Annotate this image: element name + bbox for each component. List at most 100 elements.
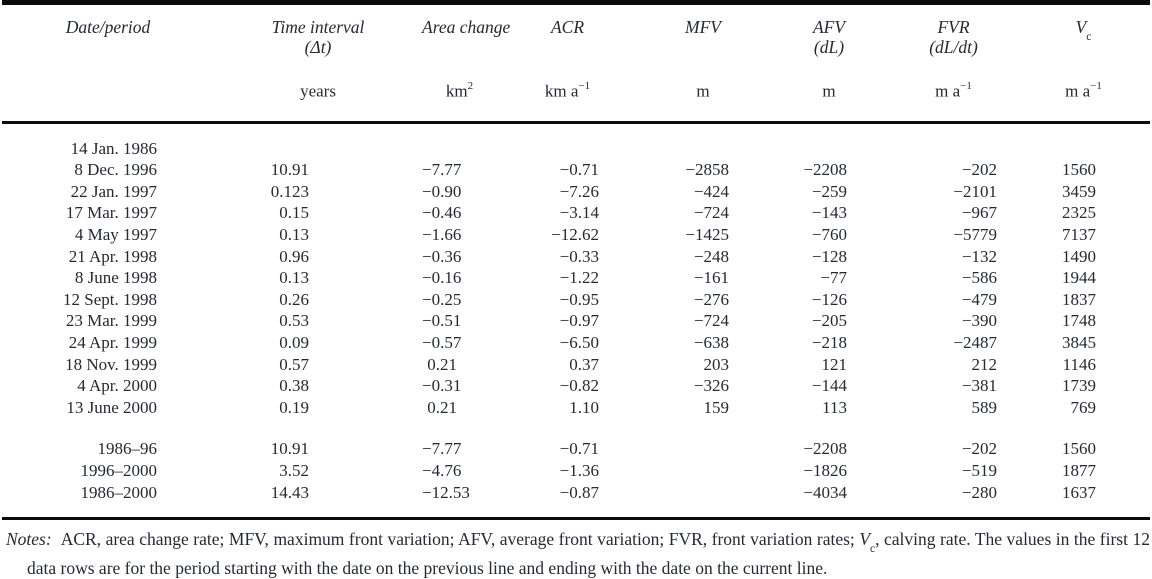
header-row: Date/period Time interval (Δt) Area chan… — [2, 3, 1150, 58]
column-header-area-change: Area change — [422, 3, 510, 58]
table-row: 14 Jan. 1986 — [2, 122, 1150, 159]
cell-acr: −0.82 — [559, 376, 599, 396]
header-label: Date/period — [65, 17, 151, 37]
table-row: 18 Nov. 1999 0.57 0.21 0.37 203 121 212 1146 — [2, 354, 1150, 376]
cell-afv: −1826 — [803, 460, 847, 480]
cell-afv: −2208 — [803, 439, 847, 459]
table-row: 4 Apr. 2000 0.38 −0.31 −0.82 −326 −144 −381 173… — [2, 375, 1150, 397]
unit-acr: km a−1 — [544, 80, 591, 101]
unit-afv: m — [822, 81, 836, 101]
cell-time-interval: 10.91 — [270, 160, 309, 180]
cell-vc: 2325 — [1062, 203, 1096, 223]
cell-area-change: −0.25 — [422, 289, 462, 309]
header-sublabel: (Δt) — [304, 37, 332, 57]
cell-time-interval: 0.19 — [279, 397, 309, 417]
cell-fvr: −479 — [961, 289, 997, 309]
cell-time-interval: 10.91 — [270, 439, 309, 459]
cell-date-period: 17 Mar. 1997 — [65, 203, 157, 223]
table-body: 14 Jan. 1986 8 Dec. 1996 10.91 −7.77 −0.71 −2… — [2, 122, 1150, 519]
cell-mfv: −326 — [693, 376, 729, 396]
cell-afv — [768, 122, 890, 159]
cell-fvr: −390 — [961, 311, 997, 331]
vc-subscript: c — [1086, 30, 1092, 43]
cell-vc: 1837 — [1062, 289, 1096, 309]
column-header-date-period: Date/period — [2, 3, 214, 58]
units-row: years km2 km a−1 m m m a−1 m a−1 — [2, 57, 1150, 122]
cell-area-change — [422, 122, 497, 159]
cell-fvr: −967 — [961, 203, 997, 223]
cell-vc: 1748 — [1062, 311, 1096, 331]
cell-date-period: 24 Apr. 1999 — [68, 333, 157, 352]
cell-mfv: 159 — [703, 397, 730, 417]
cell-date-period: 1986–2000 — [80, 482, 158, 502]
summary-row: 1986–2000 14.43 −12.53 −0.87 −4034 −280 1637 — [2, 482, 1150, 519]
glacier-front-variation-table: Date/period Time interval (Δt) Area chan… — [2, 0, 1150, 520]
cell-vc: 3459 — [1062, 181, 1096, 201]
unit-fvr: m a−1 — [935, 80, 972, 101]
cell-date-period: 4 May 1997 — [74, 225, 157, 245]
cell-acr: −0.33 — [559, 246, 599, 266]
table-row: 13 June 2000 0.19 0.21 1.10 159 113 589 769 — [2, 397, 1150, 419]
notes-vc: Vc — [859, 529, 876, 555]
cell-fvr: −5779 — [953, 225, 997, 245]
cell-fvr: 589 — [971, 397, 998, 417]
cell-date-period: 4 Apr. 2000 — [77, 376, 157, 396]
cell-time-interval: 0.13 — [279, 268, 309, 288]
cell-fvr: −2487 — [953, 333, 997, 352]
cell-area-change: −0.51 — [422, 311, 462, 331]
cell-area-change: 0.21 — [427, 397, 457, 417]
cell-acr: −0.71 — [559, 160, 599, 180]
cell-afv: 121 — [821, 354, 848, 374]
cell-mfv — [638, 482, 768, 519]
cell-date-period: 18 Nov. 1999 — [65, 354, 157, 374]
column-header-vc: Vc — [1017, 3, 1150, 58]
cell-area-change: −0.90 — [422, 181, 462, 201]
cell-time-interval: 0.123 — [270, 181, 309, 201]
unit-date-period — [2, 57, 214, 122]
notes-text-after: , calving rate. The values in the first … — [27, 529, 1150, 578]
header-label: MFV — [685, 17, 721, 37]
cell-vc: 1739 — [1062, 376, 1096, 396]
cell-time-interval: 0.26 — [279, 289, 309, 309]
cell-date-period: 23 Mar. 1999 — [65, 311, 157, 331]
cell-date-period: 21 Apr. 1998 — [68, 246, 157, 266]
notes-text-before: ACR, area change rate; MFV, maximum fron… — [60, 529, 860, 550]
cell-date-period: 8 Dec. 1996 — [74, 160, 157, 180]
cell-fvr: −202 — [961, 160, 997, 180]
cell-vc: 1944 — [1062, 268, 1096, 288]
cell-mfv: −248 — [693, 246, 729, 266]
column-header-mfv: MFV — [638, 3, 768, 58]
cell-time-interval: 3.52 — [279, 460, 309, 480]
table-row: 21 Apr. 1998 0.96 −0.36 −0.33 −248 −128 −132 14… — [2, 246, 1150, 268]
cell-date-period: 1996–2000 — [80, 460, 158, 480]
table-header: Date/period Time interval (Δt) Area chan… — [2, 3, 1150, 123]
cell-vc: 1560 — [1062, 160, 1096, 180]
cell-afv: −205 — [811, 311, 847, 331]
cell-fvr: −381 — [961, 376, 997, 396]
cell-date-period: 13 June 2000 — [66, 397, 157, 417]
cell-fvr: −202 — [961, 439, 997, 459]
cell-vc — [1017, 122, 1150, 159]
vc-symbol: V — [1075, 17, 1087, 37]
unit-time-interval: years — [300, 81, 336, 101]
cell-afv: −760 — [811, 225, 847, 245]
cell-afv: −4034 — [803, 482, 847, 502]
cell-time-interval: 0.38 — [279, 376, 309, 396]
cell-mfv: −276 — [693, 289, 729, 309]
cell-time-interval — [214, 122, 422, 159]
header-sublabel: (dL/dt) — [929, 37, 978, 57]
table-row: 17 Mar. 1997 0.15 −0.46 −3.14 −724 −143 −967 23… — [2, 202, 1150, 224]
unit-mfv: m — [696, 81, 710, 101]
cell-area-change: 0.21 — [427, 354, 457, 374]
cell-vc: 1637 — [1062, 482, 1096, 502]
summary-row: 1986–96 10.91 −7.77 −0.71 −2208 −202 1560 — [2, 418, 1150, 460]
cell-acr: −3.14 — [559, 203, 599, 223]
cell-afv: −126 — [811, 289, 847, 309]
cell-mfv — [638, 122, 768, 159]
cell-afv: −2208 — [803, 160, 847, 180]
header-label: FVR — [937, 17, 970, 37]
cell-time-interval: 0.09 — [279, 333, 309, 352]
cell-vc: 1146 — [1062, 354, 1096, 374]
header-label: ACR — [550, 17, 585, 37]
